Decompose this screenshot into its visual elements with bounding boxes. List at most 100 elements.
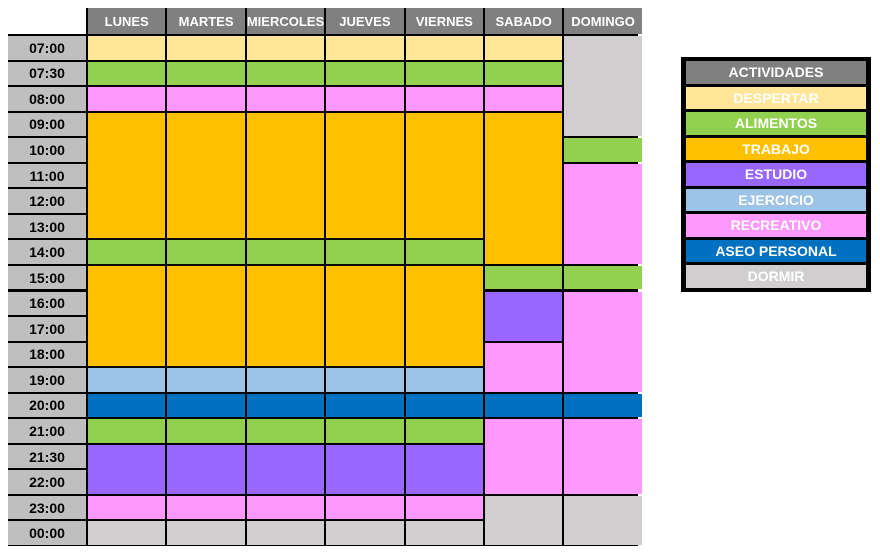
activity-block-aseo [88, 393, 166, 418]
activity-block-alimentos [326, 61, 404, 86]
legend-item-trabajo: TRABAJO [686, 137, 866, 160]
day-header-viernes: VIERNES [405, 8, 483, 34]
day-header-martes: MARTES [167, 8, 245, 34]
activity-block-aseo [564, 393, 642, 418]
time-label: 18:00 [8, 342, 86, 367]
time-label: 07:30 [8, 61, 86, 86]
activity-block-recreativo [485, 342, 563, 392]
activity-block-trabajo [246, 265, 325, 367]
activity-block-alimentos [167, 61, 245, 86]
activity-block-dormir [564, 495, 642, 545]
legend-item-ejercicio: EJERCICIO [686, 188, 866, 211]
activity-block-ejercicio [326, 368, 404, 392]
activity-block-alimentos [326, 419, 404, 443]
activity-block-recreativo [564, 419, 642, 494]
activity-block-alimentos [405, 419, 483, 443]
time-label: 12:00 [8, 189, 86, 213]
activity-block-aseo [326, 393, 404, 418]
activity-block-dormir [564, 36, 642, 137]
activity-block-despertar [167, 36, 245, 60]
activity-block-estudio [88, 444, 166, 494]
activity-block-alimentos [167, 240, 245, 264]
legend-item-dormir: DORMIR [686, 265, 866, 288]
time-label: 20:00 [8, 393, 86, 418]
activity-block-recreativo [564, 291, 642, 392]
time-label: 21:00 [8, 419, 86, 443]
activity-block-alimentos [405, 240, 483, 264]
corner-blank [8, 8, 86, 34]
activity-block-aseo [405, 393, 483, 418]
activity-block-trabajo [246, 112, 325, 239]
day-header-miercoles: MIERCOLES [246, 8, 325, 34]
activity-block-trabajo [405, 265, 483, 367]
time-label: 00:00 [8, 521, 86, 545]
activity-block-ejercicio [246, 368, 325, 392]
time-label: 16:00 [8, 291, 86, 316]
time-label: 09:00 [8, 112, 86, 137]
activity-block-trabajo [326, 265, 404, 367]
activity-block-dormir [88, 521, 166, 545]
activity-block-recreativo [485, 419, 563, 494]
activity-block-ejercicio [167, 368, 245, 392]
activity-block-alimentos [88, 61, 166, 86]
activity-block-trabajo [167, 265, 245, 367]
activity-block-recreativo [167, 495, 245, 520]
time-label: 22:00 [8, 470, 86, 494]
activity-block-trabajo [167, 112, 245, 239]
activity-block-trabajo [326, 112, 404, 239]
legend-item-recreativo: RECREATIVO [686, 214, 866, 237]
activity-block-recreativo [405, 495, 483, 520]
activity-block-recreativo [564, 163, 642, 264]
activity-block-estudio [485, 291, 563, 341]
activity-block-alimentos [167, 419, 245, 443]
activity-block-estudio [167, 444, 245, 494]
time-label: 07:00 [8, 36, 86, 60]
day-header-sabado: SABADO [485, 8, 563, 34]
activity-block-alimentos [405, 61, 483, 86]
activity-block-dormir [167, 521, 245, 545]
legend-item-estudio: ESTUDIO [686, 163, 866, 186]
activity-block-trabajo [88, 265, 166, 367]
activity-block-despertar [246, 36, 325, 60]
activity-block-ejercicio [88, 368, 166, 392]
activity-block-recreativo [246, 495, 325, 520]
activity-block-aseo [485, 393, 563, 418]
activity-block-recreativo [405, 87, 483, 111]
time-label: 08:00 [8, 87, 86, 111]
activity-block-dormir [246, 521, 325, 545]
activity-block-alimentos [88, 240, 166, 264]
activity-block-alimentos [326, 240, 404, 264]
activity-block-trabajo [88, 112, 166, 239]
activity-block-dormir [326, 521, 404, 545]
activity-block-alimentos [246, 419, 325, 443]
activity-block-recreativo [88, 495, 166, 520]
activity-block-alimentos [564, 138, 642, 162]
activity-block-alimentos [485, 61, 563, 86]
activity-block-ejercicio [405, 368, 483, 392]
activity-block-recreativo [88, 87, 166, 111]
time-label: 13:00 [8, 214, 86, 239]
legend-title: ACTIVIDADES [686, 61, 866, 84]
time-label: 14:00 [8, 240, 86, 264]
activity-block-despertar [405, 36, 483, 60]
activity-block-aseo [167, 393, 245, 418]
activity-block-alimentos [246, 240, 325, 264]
day-header-domingo: DOMINGO [564, 8, 642, 34]
activity-block-recreativo [326, 87, 404, 111]
time-label: 23:00 [8, 495, 86, 520]
activity-block-despertar [88, 36, 166, 60]
time-label: 19:00 [8, 368, 86, 392]
legend-item-aseo-personal: ASEO PERSONAL [686, 239, 866, 262]
activity-block-recreativo [326, 495, 404, 520]
activity-block-estudio [326, 444, 404, 494]
activity-block-dormir [405, 521, 483, 545]
activity-block-recreativo [167, 87, 245, 111]
time-label: 17:00 [8, 317, 86, 341]
activity-block-recreativo [485, 87, 563, 111]
time-label: 15:00 [8, 265, 86, 290]
activity-block-estudio [246, 444, 325, 494]
day-header-lunes: LUNES [88, 8, 166, 34]
activity-block-alimentos [485, 265, 563, 290]
weekly-schedule-grid: LUNES MARTES MIERCOLES JUEVES VIERNES SA… [8, 8, 642, 546]
activity-block-alimentos [564, 265, 642, 290]
